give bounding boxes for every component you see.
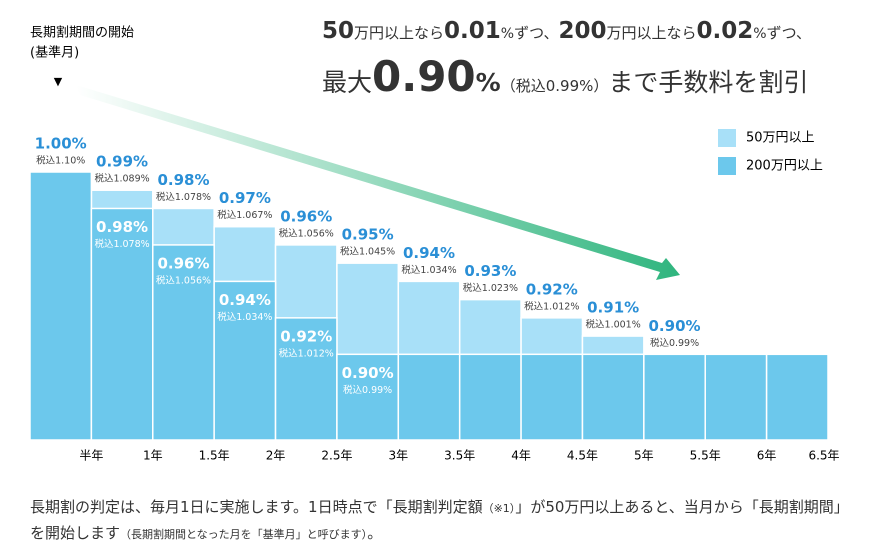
bar	[152, 244, 215, 441]
x-tick-label: 3年	[388, 449, 408, 463]
legend-swatch	[718, 157, 736, 175]
headline-part: 最大	[322, 68, 373, 97]
data-label: 0.99%	[96, 153, 148, 171]
tax-label: 税込1.056%	[279, 227, 334, 239]
x-tick-label: 2年	[266, 449, 286, 463]
x-tick-label: 4.5年	[567, 449, 598, 463]
annotation: (基準月)	[30, 45, 79, 61]
annotation: 長期割期間の開始	[30, 25, 134, 41]
headline-part: 50	[322, 18, 355, 44]
data-label: 0.90%	[342, 364, 394, 382]
x-tick-label: 6年	[757, 449, 777, 463]
data-label: 1.00%	[35, 135, 87, 153]
tax-label: 税込1.045%	[340, 246, 395, 258]
data-label: 0.95%	[342, 226, 394, 244]
tax-label: 税込1.034%	[217, 311, 272, 323]
footnote: 長期割の判定は、毎月1日に実施します。1日時点で「長期割判定額（※1）」が50万…	[30, 495, 860, 547]
headline-part: %	[753, 26, 767, 42]
tax-label: 税込0.99%	[650, 337, 699, 349]
data-label: 0.97%	[219, 189, 271, 207]
arrow	[76, 85, 680, 280]
footnote-part: （※1）	[482, 502, 516, 515]
legend-label: 200万円以上	[746, 159, 823, 174]
x-tick-label: 6.5年	[808, 449, 839, 463]
x-tick-label: 5年	[634, 449, 654, 463]
bar	[274, 317, 338, 441]
tax-label: 税込1.012%	[524, 300, 579, 312]
bar	[765, 353, 829, 441]
x-tick-label: 5.5年	[690, 449, 721, 463]
bar	[581, 353, 645, 441]
x-tick-label: 1.5年	[199, 449, 230, 463]
x-tick-label: 半年	[79, 449, 103, 463]
x-tick-label: 4年	[511, 449, 531, 463]
data-label: 0.90%	[649, 317, 701, 335]
bar	[336, 353, 400, 441]
headline-part: 万円以上なら	[606, 24, 697, 42]
headline-part: 万円以上なら	[354, 24, 445, 42]
tax-label: 税込0.99%	[343, 384, 392, 396]
headline-part: %	[475, 68, 501, 97]
data-label: 0.92%	[526, 280, 578, 298]
bar	[90, 207, 154, 441]
headline-part: （税込0.99%）	[500, 77, 609, 95]
bar	[643, 353, 706, 441]
headline-part: ずつ、	[766, 24, 811, 42]
headline-part: 0.02	[696, 18, 754, 44]
legend-swatch	[718, 129, 736, 147]
legend-label: 50万円以上	[746, 131, 815, 146]
headline-part: 200	[558, 18, 607, 44]
headline: 最大0.90%（税込0.99%）まで手数料を割引	[322, 52, 808, 101]
headline-part: ずつ、	[514, 24, 559, 42]
data-label: 0.98%	[157, 171, 209, 189]
x-tick-label: 2.5年	[321, 449, 352, 463]
bar	[458, 353, 522, 441]
data-label: 0.98%	[96, 218, 148, 236]
footnote-part: 長期割の判定は、毎月1日に実施します。1日時点で「長期割判定額	[30, 498, 483, 516]
data-label: 0.96%	[157, 254, 209, 272]
bar	[520, 353, 584, 441]
tax-label: 税込1.012%	[279, 347, 334, 359]
headline-part: %	[500, 26, 515, 42]
bar	[704, 353, 768, 441]
tax-label: 税込1.023%	[463, 282, 518, 294]
tax-label: 税込1.034%	[401, 264, 456, 276]
data-label: 0.94%	[219, 291, 271, 309]
tax-label: 税込1.056%	[156, 274, 211, 286]
headline-part: 0.01	[444, 18, 501, 44]
data-label: 0.96%	[280, 207, 332, 225]
footnote-part: 。	[367, 524, 383, 542]
tax-label: 税込1.078%	[156, 191, 211, 203]
tax-label: 税込1.001%	[586, 319, 641, 331]
data-label: 0.91%	[587, 299, 639, 317]
tax-label: 税込1.067%	[217, 209, 272, 221]
bar	[29, 171, 93, 441]
bar	[397, 353, 461, 441]
headline-part: まで手数料を割引	[608, 68, 809, 97]
footnote-part: （長期割期間となった月を「基準月」と呼びます）	[120, 528, 368, 541]
annotation: ▼	[54, 75, 63, 88]
x-tick-label: 1年	[143, 449, 163, 463]
x-tick-label: 3.5年	[444, 449, 475, 463]
tax-label: 税込1.089%	[94, 173, 149, 185]
tax-label: 税込1.078%	[94, 238, 149, 250]
bar	[213, 280, 277, 441]
headline: 50万円以上なら0.01%ずつ、200万円以上なら0.02%ずつ、	[322, 18, 811, 44]
tax-label: 税込1.10%	[36, 155, 85, 167]
footnote-part: 」が50万円以上あると、当月から「長期割期間」を開始します	[30, 498, 849, 542]
data-label: 0.94%	[403, 244, 455, 262]
headline-part: 0.90	[372, 52, 476, 101]
data-label: 0.92%	[280, 327, 332, 345]
data-label: 0.93%	[464, 262, 516, 280]
